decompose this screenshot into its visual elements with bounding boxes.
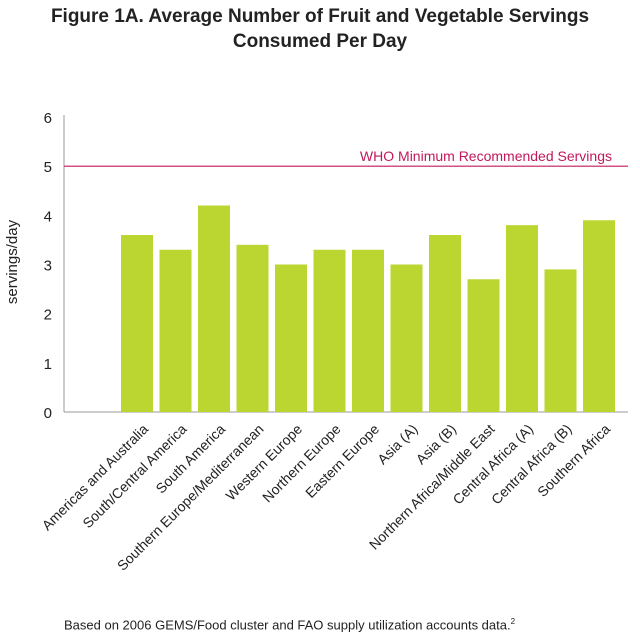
reference-line-group: WHO Minimum Recommended Servings: [64, 148, 628, 167]
chart-title-line-2: Consumed Per Day: [232, 31, 408, 52]
bar: [121, 235, 153, 412]
bar: [236, 244, 269, 412]
bar: [159, 249, 192, 412]
chart-title: Figure 1A. Average Number of Fruit and V…: [0, 4, 640, 54]
bar: [275, 264, 307, 412]
bar: [467, 279, 500, 412]
y-tick-label: 4: [44, 208, 52, 225]
y-tick-labels: 0 1 2 3 4 5 6: [44, 110, 52, 422]
y-axis-label: servings/day: [4, 219, 21, 304]
source-footnote: Based on 2006 GEMS/Food cluster and FAO …: [64, 617, 515, 632]
footnote-reference: 2: [510, 617, 516, 626]
bar: [583, 220, 615, 412]
bar: [429, 235, 461, 412]
x-tick-label: Asia (A): [374, 421, 421, 468]
bar: [313, 249, 346, 412]
y-tick-label: 3: [44, 258, 52, 275]
bar: [390, 264, 423, 412]
y-tick-label: 0: [44, 405, 52, 422]
bar: [506, 225, 538, 412]
y-tick-label: 2: [44, 307, 52, 324]
y-tick-label: 6: [44, 110, 52, 127]
bar: [198, 205, 230, 412]
footnote-text: Based on 2006 GEMS/Food cluster and FAO …: [64, 617, 511, 633]
chart-title-line-1: Figure 1A. Average Number of Fruit and V…: [50, 6, 590, 27]
y-tick-label: 5: [44, 159, 52, 176]
bar: [352, 249, 384, 412]
y-tick-label: 1: [44, 356, 52, 373]
who-reference-label: WHO Minimum Recommended Servings: [360, 148, 612, 164]
chart-bars: [121, 205, 615, 412]
bar: [544, 269, 577, 412]
